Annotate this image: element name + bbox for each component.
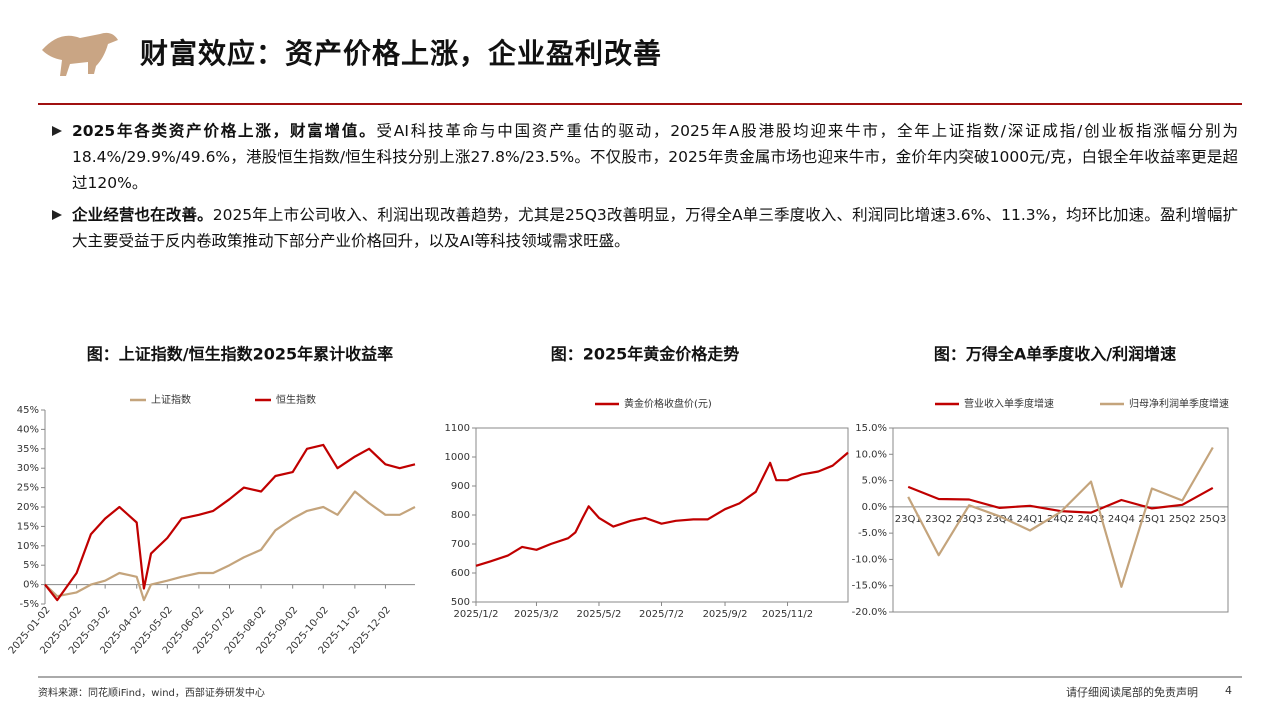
- y-tick-label: 25%: [17, 483, 39, 494]
- series-line: [907, 485, 1214, 514]
- x-tick-label: 23Q4: [986, 514, 1013, 525]
- source: 资料来源：同花顺iFind，wind，西部证券研发中心: [38, 688, 265, 699]
- y-tick-label: 30%: [17, 463, 39, 474]
- x-tick-label: 2025/9/2: [703, 609, 748, 620]
- bullet-body: 受AI科技革命与中国资产重估的驱动，2025年A股港股均迎来牛市，全年上证指数/…: [72, 122, 1238, 192]
- bullet-lead: 企业经营也在改善。: [72, 206, 213, 224]
- disclaimer: 请仔细阅读尾部的免责声明: [1066, 686, 1198, 699]
- x-tick-label: 24Q3: [1077, 514, 1104, 525]
- y-tick-label: 0.0%: [862, 502, 887, 513]
- series-line: [44, 490, 416, 602]
- y-tick-label: -10.0%: [852, 554, 887, 565]
- x-tick-label: 2025/5/2: [577, 609, 622, 620]
- x-tick-label: 24Q2: [1047, 514, 1074, 525]
- y-tick-label: -15.0%: [852, 581, 887, 592]
- plot-frame: [892, 427, 1229, 613]
- page-title: 财富效应：资产价格上涨，企业盈利改善: [140, 37, 663, 70]
- y-tick-label: 40%: [17, 424, 39, 435]
- bullet: 企业经营也在改善。2025年上市公司收入、利润出现改善趋势，尤其是25Q3改善明…: [48, 202, 1238, 254]
- chart-title: 图：上证指数/恒生指数2025年累计收益率: [87, 345, 393, 364]
- bullet: 2025年各类资产价格上涨，财富增值。受AI科技革命与中国资产重估的驱动，202…: [48, 118, 1238, 196]
- y-tick-label: 700: [451, 539, 470, 550]
- y-tick-label: 900: [451, 481, 470, 492]
- chart-title: 图：万得全A单季度收入/利润增速: [934, 345, 1176, 364]
- y-tick-label: 35%: [17, 444, 39, 455]
- legend-label: 恒生指数: [276, 393, 316, 406]
- y-tick-label: -5.0%: [858, 528, 887, 539]
- legend-label: 黄金价格收盘价(元): [624, 397, 712, 410]
- legend-label: 归母净利润单季度增速: [1129, 397, 1229, 410]
- x-tick-label: 24Q4: [1108, 514, 1135, 525]
- x-tick-label: 24Q1: [1017, 514, 1044, 525]
- y-tick-label: 1100: [445, 423, 470, 434]
- x-tick-label: 2025/11/2: [762, 609, 813, 620]
- x-tick-label: 23Q1: [895, 514, 922, 525]
- logo: [42, 32, 118, 76]
- y-tick-label: 10%: [17, 541, 39, 552]
- x-tick-label: 23Q2: [925, 514, 952, 525]
- page-number: 4: [1225, 684, 1232, 697]
- x-tick-label: 23Q3: [956, 514, 983, 525]
- y-tick-label: 20%: [17, 502, 39, 513]
- plot-frame: [475, 427, 849, 603]
- y-tick-label: -5%: [20, 599, 39, 610]
- x-tick-label: 2025/1/2: [454, 609, 499, 620]
- y-tick-label: 0%: [23, 580, 39, 591]
- bullet-lead: 2025年各类资产价格上涨，财富增值。: [72, 122, 377, 140]
- chart-title: 图：2025年黄金价格走势: [551, 345, 740, 364]
- y-tick-label: 45%: [17, 405, 39, 416]
- x-tick-label: 2025/3/2: [514, 609, 559, 620]
- y-tick-label: 15.0%: [855, 423, 887, 434]
- x-tick-label: 25Q1: [1138, 514, 1165, 525]
- y-tick-label: 10.0%: [855, 449, 887, 460]
- legend-label: 营业收入单季度增速: [964, 397, 1054, 410]
- y-tick-label: 5%: [23, 560, 39, 571]
- y-tick-label: 5.0%: [862, 476, 887, 487]
- series-line: [475, 451, 849, 567]
- y-tick-label: 15%: [17, 521, 39, 532]
- y-tick-label: 500: [451, 597, 470, 608]
- x-tick-label: 2025/7/2: [639, 609, 684, 620]
- bullets: 2025年各类资产价格上涨，财富增值。受AI科技革命与中国资产重估的驱动，202…: [48, 118, 1238, 260]
- series-line: [907, 446, 1214, 588]
- y-tick-label: 1000: [445, 452, 470, 463]
- y-tick-label: 800: [451, 510, 470, 521]
- y-tick-label: 600: [451, 568, 470, 579]
- series-line: [44, 443, 416, 602]
- x-tick-label: 25Q3: [1199, 514, 1226, 525]
- y-tick-label: -20.0%: [852, 607, 887, 618]
- bullet-body: 2025年上市公司收入、利润出现改善趋势，尤其是25Q3改善明显，万得全A单三季…: [72, 206, 1238, 250]
- legend-label: 上证指数: [151, 393, 191, 406]
- x-tick-label: 25Q2: [1169, 514, 1196, 525]
